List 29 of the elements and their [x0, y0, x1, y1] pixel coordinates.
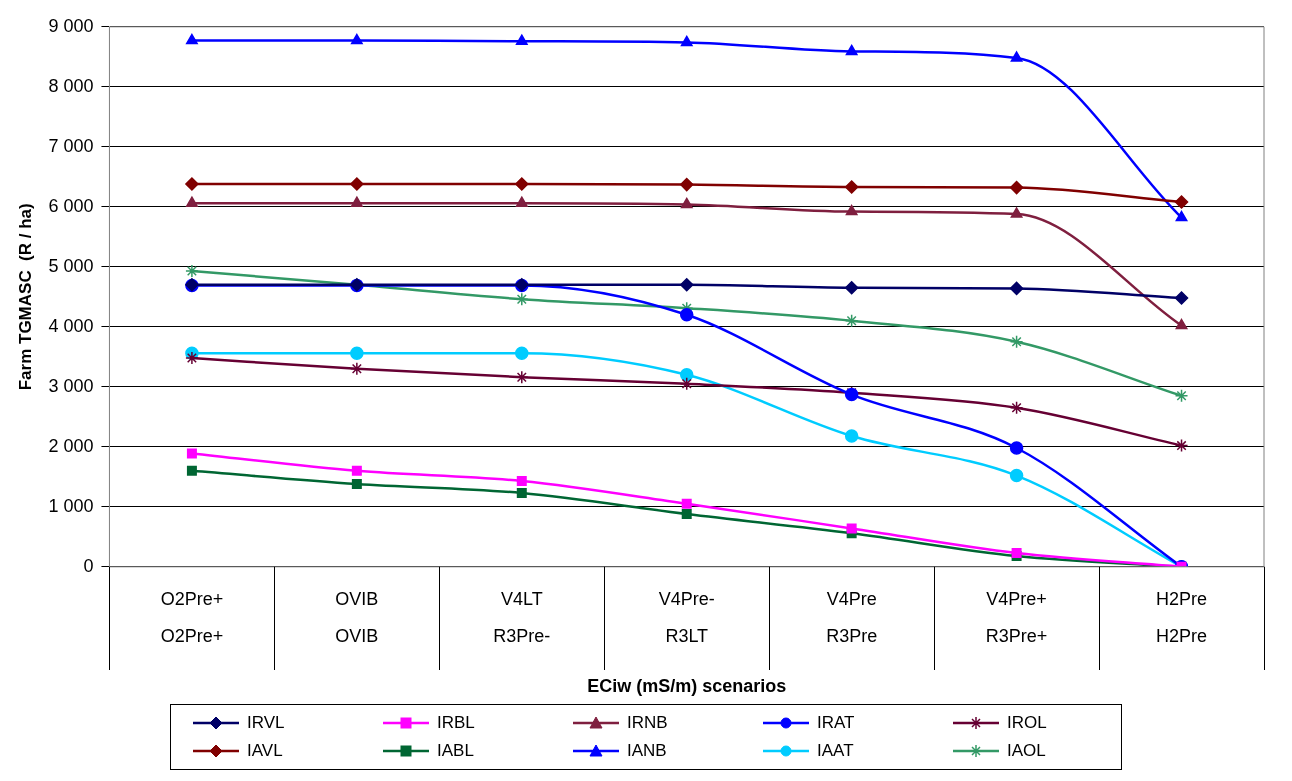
x-axis-title: ECiw (mS/m) scenarios [587, 676, 787, 697]
x-tick-label: OVIB OVIB [335, 588, 379, 647]
x-tick-label: H2Pre H2Pre [1156, 588, 1208, 647]
y-tick-label: 0 [83, 555, 94, 576]
legend-label: IAAT [817, 741, 854, 761]
legend-label: IRVL [247, 713, 285, 733]
legend-label: IAOL [1007, 741, 1046, 761]
x-tick-label: V4Pre+ R3Pre+ [985, 588, 1048, 647]
y-tick-label: 5 000 [48, 255, 94, 276]
legend-label: IRBL [437, 713, 475, 733]
legend-label: IAVL [247, 741, 283, 761]
x-tick-label: V4LT R3Pre- [493, 588, 551, 647]
y-tick-label: 7 000 [48, 135, 94, 156]
y-tick-label: 1 000 [48, 495, 94, 516]
legend-label: IROL [1007, 713, 1047, 733]
x-tick-label: O2Pre+ O2Pre+ [160, 588, 224, 647]
x-tick-label: V4Pre R3Pre [826, 588, 878, 647]
y-tick-label: 4 000 [48, 315, 94, 336]
x-tick-label: V4Pre- R3LT [658, 588, 715, 647]
y-tick-label: 2 000 [48, 435, 94, 456]
y-tick-label: 3 000 [48, 375, 94, 396]
y-axis-title: Farm TGMASC (R / ha) [15, 203, 35, 391]
legend-label: IABL [437, 741, 474, 761]
y-tick-label: 9 000 [48, 15, 94, 36]
y-tick-label: 8 000 [48, 75, 94, 96]
legend-label: IRAT [817, 713, 855, 733]
legend-label: IANB [627, 741, 667, 761]
legend-label: IRNB [627, 713, 668, 733]
y-tick-label: 6 000 [48, 195, 94, 216]
